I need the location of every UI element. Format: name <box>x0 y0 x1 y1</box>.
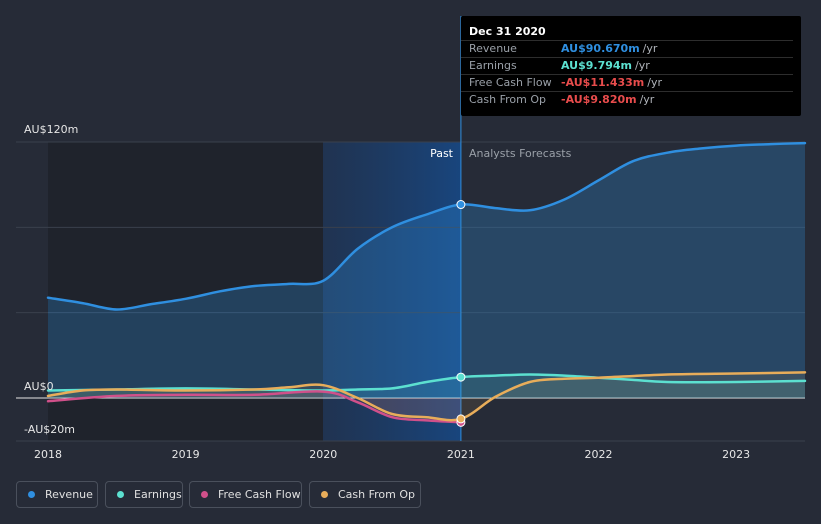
x-tick-label: 2022 <box>585 448 613 461</box>
y-label-top: AU$120m <box>24 123 78 136</box>
tooltip-date: Dec 31 2020 <box>469 25 546 38</box>
earnings-area <box>48 374 805 398</box>
legend-label: Earnings <box>134 488 182 501</box>
x-tick-label: 2023 <box>722 448 750 461</box>
revenue-line <box>46 141 807 311</box>
x-tick-label: 2018 <box>34 448 62 461</box>
tooltip-value: AU$9.794m/yr <box>561 59 650 72</box>
tooltip-row-revenue: Revenue AU$90.670m/yr <box>461 40 793 58</box>
cash-from-op-area <box>48 372 805 421</box>
cash-from-op-line <box>46 371 807 422</box>
earnings-marker <box>456 372 466 382</box>
revenue-area <box>48 143 805 398</box>
past-label: Past <box>430 147 454 160</box>
x-tick-label: 2021 <box>447 448 475 461</box>
cash-from-op-dot-icon <box>321 491 328 498</box>
tooltip-value: -AU$9.820m/yr <box>561 93 655 106</box>
tooltip-label: Free Cash Flow <box>469 76 552 89</box>
revenue-dot-icon <box>28 491 35 498</box>
legend-item-free-cash-flow[interactable]: Free Cash Flow <box>189 481 302 508</box>
tooltip-value: AU$90.670m/yr <box>561 42 658 55</box>
revenue-marker <box>456 200 466 210</box>
tooltip: Dec 31 2020 Revenue AU$90.670m/yr Earnin… <box>461 16 801 116</box>
tooltip-row-cash-from-op: Cash From Op -AU$9.820m/yr <box>461 91 793 109</box>
legend-item-revenue[interactable]: Revenue <box>16 481 98 508</box>
legend-label: Revenue <box>45 488 93 501</box>
tooltip-row-free-cash-flow: Free Cash Flow -AU$11.433m/yr <box>461 74 793 92</box>
earnings-dot-icon <box>117 491 124 498</box>
tooltip-label: Cash From Op <box>469 93 547 106</box>
tooltip-value: -AU$11.433m/yr <box>561 76 662 89</box>
free-cash-flow-line <box>46 390 463 424</box>
tooltip-label: Earnings <box>469 59 517 72</box>
x-tick-label: 2020 <box>309 448 337 461</box>
y-label-zero: AU$0 <box>24 380 54 393</box>
legend-item-cash-from-op[interactable]: Cash From Op <box>309 481 421 508</box>
tooltip-row-earnings: Earnings AU$9.794m/yr <box>461 57 793 75</box>
tooltip-label: Revenue <box>469 42 517 55</box>
y-label-bottom: -AU$20m <box>24 423 75 436</box>
legend-label: Free Cash Flow <box>218 488 301 501</box>
x-tick-label: 2019 <box>172 448 200 461</box>
free-cash-flow-dot-icon <box>201 491 208 498</box>
cash-from-op-marker <box>456 414 466 424</box>
forecast-label: Analysts Forecasts <box>469 147 572 160</box>
legend-label: Cash From Op <box>338 488 416 501</box>
legend-item-earnings[interactable]: Earnings <box>105 481 183 508</box>
